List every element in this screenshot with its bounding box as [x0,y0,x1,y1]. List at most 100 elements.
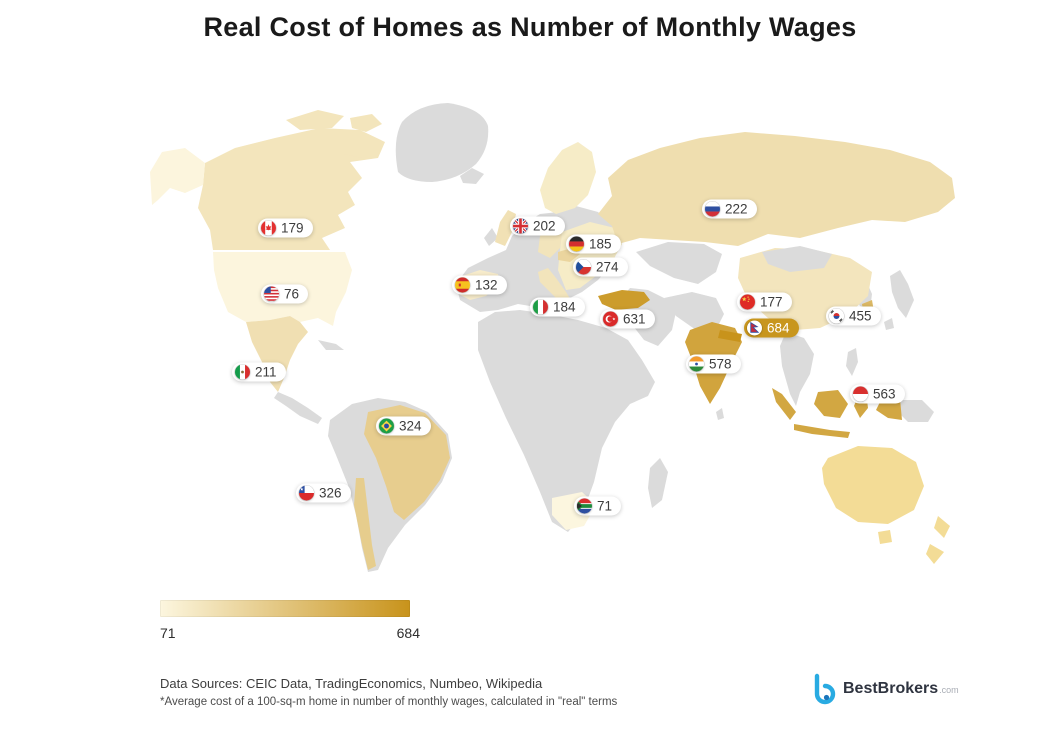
marker-value: 132 [475,277,498,293]
marker-value: 179 [281,220,304,236]
map-country-mx [246,316,308,392]
marker-value: 324 [399,418,422,434]
country-marker-za: 71 [574,496,622,516]
map-landmass [636,242,722,284]
flag-turkey-icon [603,311,618,327]
logo-com-suffix: .com [939,685,959,695]
marker-value: 274 [596,259,619,275]
flag-indonesia-icon [853,386,868,402]
map-country-id [794,424,850,438]
flag-czech-republic-icon [576,259,591,275]
map-country-it [538,268,572,306]
country-marker-es: 132 [452,275,507,295]
flag-south-korea-icon [829,308,844,324]
flag-canada-icon [261,220,276,236]
map-landmass [884,318,894,330]
map-country-ca [286,110,344,130]
map-country-id [814,390,848,418]
country-marker-ru: 222 [702,199,757,219]
country-marker-de: 185 [566,234,621,254]
country-marker-cn: 177 [737,292,792,312]
map-country-np [718,330,742,342]
marker-value: 684 [767,320,790,336]
marker-value: 76 [284,286,300,302]
map-country-ru [598,132,955,246]
country-marker-cl: 326 [296,483,351,503]
logo-wordmark: BestBrokers.com [843,680,959,697]
country-marker-gb: 202 [510,216,565,236]
color-scale-legend: 71 684 [160,600,420,641]
country-marker-tr: 631 [600,309,655,329]
flag-india-icon [689,356,704,372]
marker-value: 563 [873,386,896,402]
map-landmass [890,270,914,318]
map-landmass [460,168,484,184]
map-landmass [478,310,655,532]
flag-brazil-icon [379,418,394,434]
map-landmass [762,246,832,272]
bestbrokers-logo-icon [814,673,836,705]
map-country-us [150,148,205,205]
flag-russia-icon [705,201,720,217]
map-landmass [780,332,814,406]
map-region-unlabeled [540,142,596,214]
country-marker-ca: 179 [258,218,313,238]
marker-value: 326 [319,485,342,501]
map-country-cl [354,478,376,570]
map-region-unlabeled [926,544,944,564]
map-country-ca [340,134,376,158]
marker-value: 455 [849,308,872,324]
flag-italy-icon [533,299,548,315]
map-landmass [318,340,344,350]
map-country-de [538,228,562,258]
flag-spain-icon [455,277,470,293]
map-country-ca [350,114,382,132]
marker-value: 222 [725,201,748,217]
map-country-ca [198,128,385,250]
country-marker-it: 184 [530,297,585,317]
flag-nepal-icon [747,320,762,336]
map-country-id [772,388,796,420]
map-region-unlabeled [822,446,924,524]
map-landmass [716,408,724,420]
map-landmass [846,348,858,376]
map-region-unlabeled [934,516,950,538]
legend-min-label: 71 [160,625,176,641]
footnote-text: *Average cost of a 100-sq-m home in numb… [160,696,618,708]
country-marker-np: 684 [744,318,799,338]
marker-value: 185 [589,236,612,252]
marker-value: 578 [709,356,732,372]
data-sources-text: Data Sources: CEIC Data, TradingEconomic… [160,676,543,691]
marker-value: 177 [760,294,783,310]
country-marker-br: 324 [376,416,431,436]
map-region-unlabeled [878,530,892,544]
flag-chile-icon [299,485,314,501]
country-marker-id: 563 [850,384,905,404]
flag-germany-icon [569,236,584,252]
legend-max-label: 684 [396,625,420,641]
marker-value: 631 [623,311,646,327]
flag-united-kingdom-icon [513,218,528,234]
marker-value: 211 [255,364,277,380]
flag-south-africa-icon [577,498,592,514]
map-landmass [898,400,934,422]
map-landmass [395,103,489,182]
bestbrokers-logo: BestBrokers.com [810,673,959,705]
map-landmass [274,392,322,424]
country-marker-mx: 211 [232,362,286,382]
flag-united-states-icon [264,286,279,302]
color-scale-bar [160,600,410,617]
marker-value: 184 [553,299,576,315]
marker-value: 202 [533,218,556,234]
country-marker-cz: 274 [573,257,628,277]
country-marker-in: 578 [686,354,741,374]
map-landmass [648,458,668,508]
marker-value: 71 [597,498,613,514]
map-country-id [876,399,902,420]
map-country-gb [495,210,516,246]
flag-china-icon [740,294,755,310]
map-landmass [484,228,498,246]
map-country-tr [598,290,650,310]
